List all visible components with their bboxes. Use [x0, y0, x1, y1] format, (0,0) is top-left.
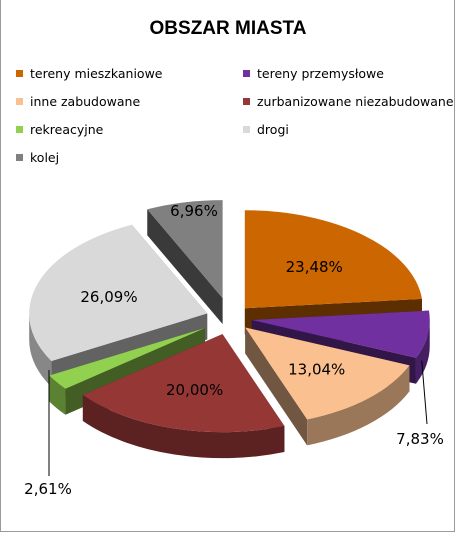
legend-swatch [16, 154, 23, 161]
pie-slice-side [82, 395, 285, 459]
legend-swatch [243, 70, 250, 77]
data-label: 7,83% [396, 430, 444, 448]
pie-slice-side [29, 313, 52, 388]
pie-tops [29, 200, 430, 433]
legend-swatch [243, 126, 250, 133]
pie-slice [245, 327, 410, 420]
legend-label: tereny przemysłowe [257, 66, 384, 81]
legend-swatch [16, 70, 23, 77]
pie-slice-side [415, 319, 430, 384]
chart-title: OBSZAR MIASTA [149, 18, 307, 39]
legend-swatch [243, 98, 250, 105]
pie-slice [82, 334, 285, 433]
legend-swatch [16, 126, 23, 133]
pie-slice-wall [245, 327, 308, 446]
pie-slice-wall [147, 209, 223, 325]
data-label: 13,04% [288, 361, 345, 379]
pie-slice [29, 224, 208, 362]
legend-label: tereny mieszkaniowe [30, 66, 163, 81]
pie-slice [251, 310, 430, 358]
pie-slice [244, 210, 422, 309]
data-label: 26,09% [80, 288, 137, 306]
leader-line [421, 360, 428, 425]
legend-label: inne zabudowane [30, 94, 141, 109]
pie-slice [147, 200, 223, 299]
pie-slice-wall [49, 327, 206, 402]
legend-label: drogi [257, 122, 289, 137]
data-label: 20,00% [166, 381, 223, 399]
legend-label: kolej [30, 150, 60, 165]
data-label: 2,61% [24, 480, 72, 498]
legend-label: rekreacyjne [30, 122, 104, 137]
pie-slice [49, 327, 206, 389]
legend-label: zurbanizowane niezabudowane [257, 94, 454, 109]
pie-slice-side [49, 375, 66, 415]
data-label: 23,48% [286, 258, 343, 276]
legend-swatch [16, 98, 23, 105]
pie-labels: 23,48% 7,83% 13,04% 20,00% 2,61% 26,09% 6,96% [24, 202, 444, 498]
pie-slice-side [307, 365, 410, 446]
data-label: 6,96% [170, 202, 218, 220]
